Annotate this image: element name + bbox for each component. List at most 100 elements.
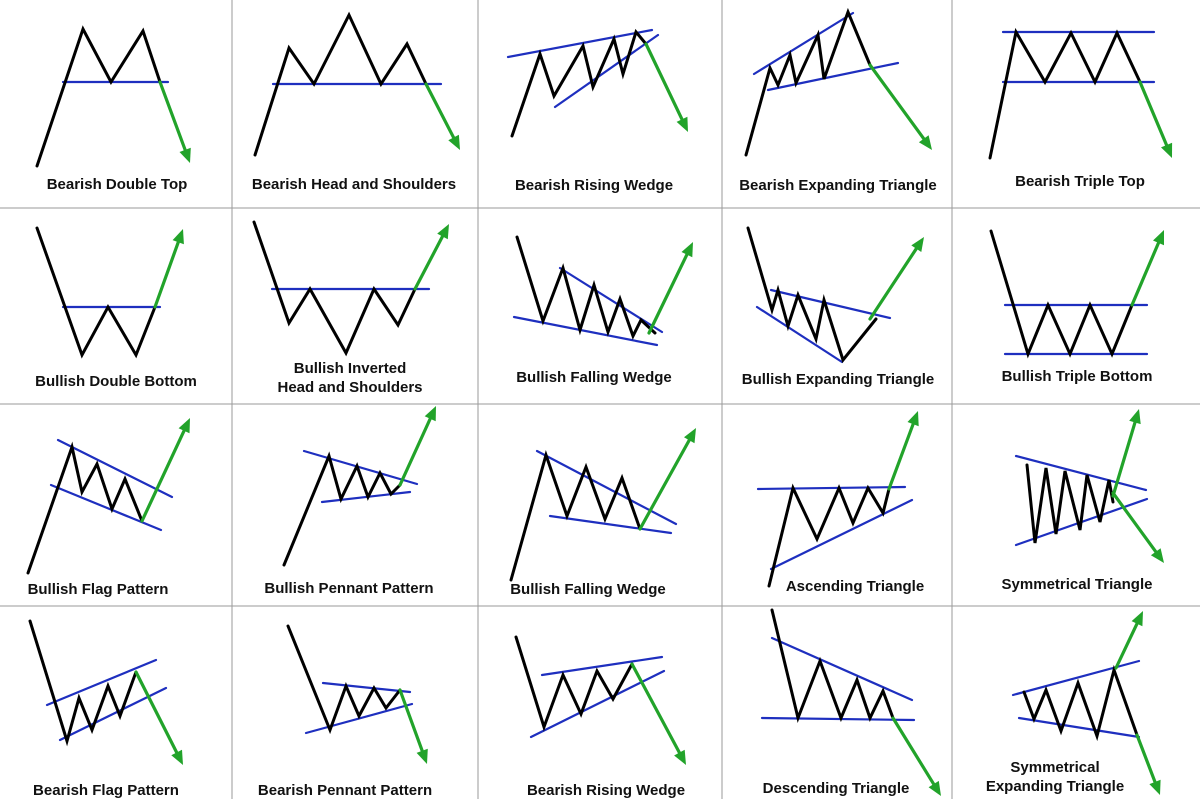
breakout-arrow-shaft xyxy=(647,253,689,335)
trendline xyxy=(558,266,664,334)
breakout-arrow-head xyxy=(416,748,428,764)
pattern-label-line: Ascending Triangle xyxy=(786,578,924,595)
pattern-label-line: Head and Shoulders xyxy=(277,379,422,396)
trendline xyxy=(321,681,412,694)
pattern-label-line: Bullish Pennant Pattern xyxy=(264,580,433,597)
breakout-arrow-head xyxy=(437,224,449,240)
pattern-panel xyxy=(746,226,924,364)
pattern-label: Bullish Flag Pattern xyxy=(28,581,169,598)
breakout-arrow xyxy=(398,406,436,487)
price-path xyxy=(1025,463,1115,544)
price-path xyxy=(514,635,634,732)
pattern-panel xyxy=(282,406,436,567)
pattern-label-line: Bearish Head and Shoulders xyxy=(252,176,456,193)
price-path xyxy=(989,229,1134,359)
pattern-panel xyxy=(1014,409,1164,563)
trendline xyxy=(49,483,163,532)
breakout-arrow xyxy=(1111,491,1164,563)
price-path xyxy=(510,28,648,138)
pattern-label: Bullish Falling Wedge xyxy=(510,581,666,598)
breakout-arrow-shaft xyxy=(887,422,915,491)
price-path xyxy=(35,25,162,168)
pattern-label: Bearish Rising Wedge xyxy=(527,782,685,799)
pattern-panel xyxy=(989,229,1164,359)
pattern-panel xyxy=(253,11,460,157)
pattern-label: Bullish Inverted Head and Shoulders xyxy=(277,360,422,396)
pattern-label-line: Bullish Double Bottom xyxy=(35,373,197,390)
breakout-arrow xyxy=(398,688,428,764)
trendline xyxy=(553,33,660,109)
pattern-label-line: Bearish Pennant Pattern xyxy=(258,782,432,799)
price-path xyxy=(286,624,402,735)
pattern-panel xyxy=(506,28,688,138)
pattern-label: Symmetrical Triangle xyxy=(1002,576,1153,593)
breakout-arrow-head xyxy=(674,749,686,765)
breakout-arrow-shaft xyxy=(644,42,684,121)
pattern-label: Ascending Triangle xyxy=(786,578,924,595)
trendline xyxy=(506,28,654,59)
pattern-label: Bearish Head and Shoulders xyxy=(252,176,456,193)
breakout-arrow xyxy=(1114,611,1143,670)
pattern-label-line: Bearish Triple Top xyxy=(1015,173,1145,190)
breakout-arrow-shaft xyxy=(638,438,691,531)
breakout-arrow xyxy=(638,428,696,531)
trendline xyxy=(535,449,678,526)
pattern-labels: Bearish Double Top Bearish Head and Shoul… xyxy=(28,173,1153,799)
breakout-arrow-head xyxy=(684,428,696,444)
price-path xyxy=(26,441,144,575)
pattern-panel xyxy=(988,27,1173,160)
breakout-arrow-shaft xyxy=(1130,241,1161,307)
pattern-panel xyxy=(28,619,183,765)
breakout-arrow xyxy=(134,670,183,765)
pattern-label-line: Bearish Expanding Triangle xyxy=(739,177,937,194)
price-path xyxy=(35,226,157,359)
trendline xyxy=(766,61,900,92)
breakout-arrow-shaft xyxy=(1135,733,1157,784)
pattern-label: Bullish Double Bottom xyxy=(35,373,197,390)
breakout-arrow-head xyxy=(172,229,184,245)
pattern-label-line: Symmetrical xyxy=(1010,759,1099,776)
pattern-panel xyxy=(760,608,941,796)
trendline xyxy=(512,315,659,347)
trendline xyxy=(548,514,673,535)
breakout-arrow xyxy=(891,716,941,796)
pattern-label: Symmetrical Expanding Triangle xyxy=(986,759,1124,795)
trendline xyxy=(769,498,914,571)
pattern-label: Bearish Flag Pattern xyxy=(33,782,179,799)
breakout-arrow xyxy=(1135,733,1161,795)
trendline xyxy=(302,449,419,486)
pattern-panel xyxy=(1011,611,1161,795)
breakout-arrow xyxy=(868,237,924,321)
pattern-label-line: Symmetrical Triangle xyxy=(1002,576,1153,593)
pattern-label-line: Expanding Triangle xyxy=(986,778,1124,795)
breakout-arrow-head xyxy=(1131,611,1143,627)
breakout-arrow xyxy=(158,80,191,163)
breakout-arrow-shaft xyxy=(868,247,918,321)
trendline xyxy=(770,636,914,702)
breakout-arrow-head xyxy=(928,780,941,796)
breakout-arrow xyxy=(647,242,693,335)
breakout-arrow xyxy=(424,82,460,150)
breakout-arrow-head xyxy=(179,147,191,163)
pattern-label-line: Bullish Falling Wedge xyxy=(516,369,672,386)
pattern-label-line: Bullish Inverted xyxy=(294,360,407,377)
breakout-arrow-shaft xyxy=(891,716,936,786)
pattern-label: Descending Triangle xyxy=(763,780,910,797)
pattern-label: Bearish Triple Top xyxy=(1015,173,1145,190)
breakout-arrow-head xyxy=(1161,142,1173,158)
breakout-arrow-head xyxy=(911,237,924,252)
pattern-label-line: Bullish Falling Wedge xyxy=(510,581,666,598)
pattern-label: Bearish Pennant Pattern xyxy=(258,782,432,799)
breakout-arrow-shaft xyxy=(1111,491,1158,554)
trendline xyxy=(755,305,844,364)
price-path xyxy=(746,226,878,364)
trendline xyxy=(1014,454,1148,492)
pattern-label: Bearish Expanding Triangle xyxy=(739,177,937,194)
breakout-arrow-head xyxy=(1153,230,1164,246)
breakout-arrow-shaft xyxy=(1138,80,1169,147)
pattern-label-line: Descending Triangle xyxy=(763,780,910,797)
breakout-arrow-head xyxy=(1150,548,1164,563)
price-path xyxy=(744,7,872,157)
pattern-panel xyxy=(509,428,696,582)
